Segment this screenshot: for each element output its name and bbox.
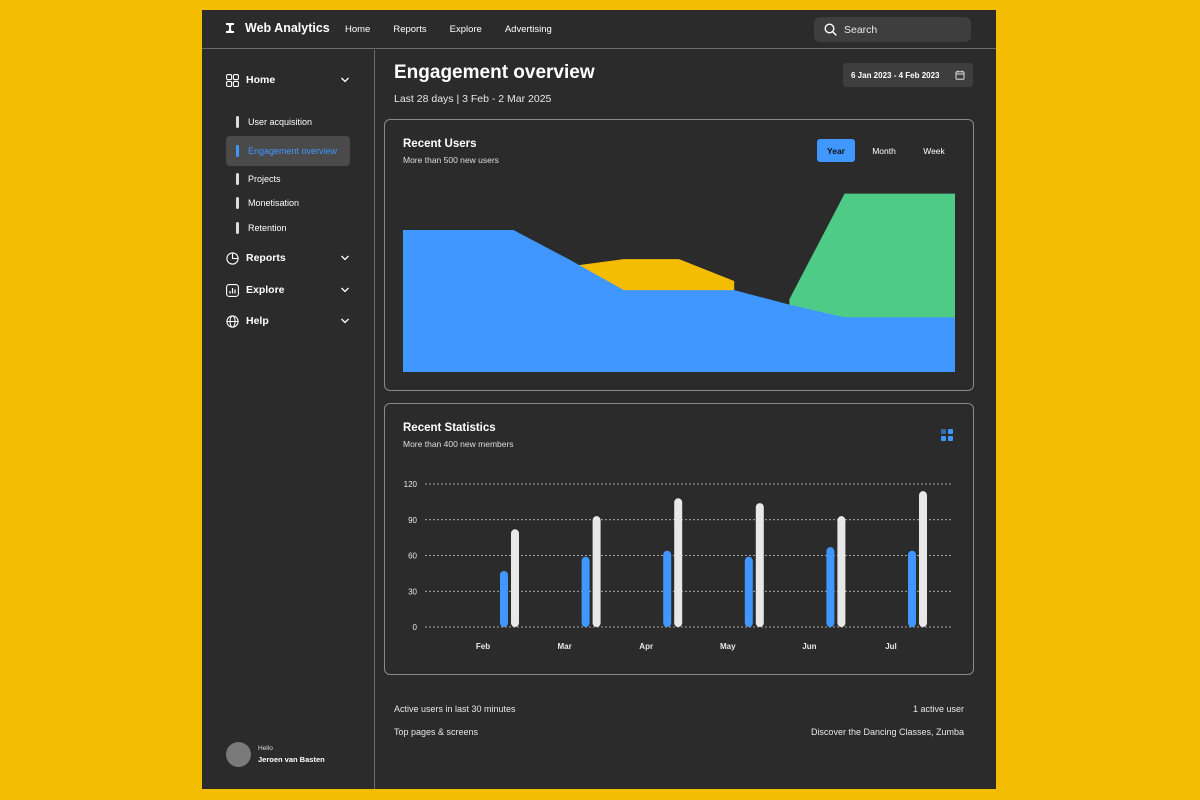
period-toggle: Year Month Week [817,139,955,162]
date-range-label: 6 Jan 2023 - 4 Feb 2023 [851,70,940,80]
sidebar-home-label: Home [246,74,276,86]
recent-users-subtitle: More than 500 new users [403,155,499,165]
grid-view-icon[interactable] [940,428,954,442]
globe-icon [226,314,239,328]
item-marker [236,222,239,234]
search-icon [824,23,837,36]
bar-white-jun [837,516,846,627]
nav-explore[interactable]: Explore [449,24,482,35]
sidebar-help[interactable]: Help [226,313,350,329]
avatar [226,742,251,767]
y-tick-label: 0 [413,623,418,632]
chevron-down-icon [341,318,349,324]
sidebar-item-label: Projects [248,174,281,184]
analytics-icon [226,283,239,297]
x-tick-label: Apr [639,642,653,651]
sidebar-reports[interactable]: Reports [226,250,350,266]
bar-white-may [755,503,764,627]
y-tick-label: 90 [408,516,417,525]
area-series-blue [403,230,955,372]
item-marker [236,197,239,209]
chevron-down-icon [341,287,349,293]
user-greeting: Hello [258,745,273,752]
app-window: Web Analytics Home Reports Explore Adver… [202,10,996,789]
sidebar: Home User acquisition Engagement overvie… [202,50,375,789]
x-tick-label: Jul [885,642,897,651]
sidebar-item-label: Engagement overview [248,146,338,156]
x-tick-label: Feb [476,642,490,651]
calendar-icon [955,70,965,80]
bar-blue-jun [826,547,835,627]
bar-white-apr [674,498,683,627]
x-tick-label: Mar [557,642,571,651]
recent-users-card: Recent Users More than 500 new users Yea… [384,119,974,391]
top-pages-value[interactable]: Discover the Dancing Classes, Zumba [810,727,964,737]
bar-white-jul [919,491,927,627]
page-title: Engagement overview [394,62,595,83]
bar-blue-jul [908,550,916,627]
y-tick-label: 120 [404,480,418,489]
nav-home[interactable]: Home [345,24,371,35]
sidebar-explore-label: Explore [246,284,285,296]
chevron-down-icon [341,255,349,261]
y-tick-label: 60 [408,552,417,561]
app-title: Web Analytics [245,21,330,35]
recent-users-title: Recent Users [403,138,477,150]
brand[interactable]: Web Analytics [224,21,330,35]
top-pages-label[interactable]: Top pages & screens [394,727,479,737]
sidebar-reports-label: Reports [246,252,286,264]
pie-chart-icon [226,251,239,265]
chevron-down-icon [341,77,349,83]
search-placeholder: Search [844,23,878,36]
item-marker [236,145,239,157]
tab-month[interactable]: Month [872,145,896,156]
user-profile[interactable]: Hello Jeroen van Basten [226,742,325,767]
x-tick-label: May [720,642,736,651]
recent-statistics-bar-chart: 0 30 60 90 120 Feb Mar Apr May Jun Jul [404,480,951,651]
sidebar-item-user-acquisition[interactable]: User acquisition [226,107,350,137]
active-users-row: Active users in last 30 minutes 1 active… [394,704,964,714]
recent-users-area-chart [403,193,955,372]
recent-statistics-card: Recent Statistics More than 400 new memb… [384,403,974,675]
date-range-picker[interactable]: 6 Jan 2023 - 4 Feb 2023 [843,63,973,87]
sidebar-item-label: User acquisition [248,117,313,127]
page-subtitle: Last 28 days | 3 Feb - 2 Mar 2025 [394,93,552,105]
bar-blue-may [744,556,753,627]
nav-reports[interactable]: Reports [393,24,427,35]
bar-white-feb [511,529,519,627]
sidebar-home[interactable]: Home [226,72,350,88]
sidebar-item-label: Retention [248,223,287,233]
y-tick-label: 30 [408,587,417,596]
recent-statistics-subtitle: More than 400 new members [403,439,514,449]
sidebar-item-monetisation[interactable]: Monetisation [226,188,350,218]
x-tick-label: Jun [802,642,816,651]
bar-blue-apr [663,550,672,627]
top-bar: Web Analytics Home Reports Explore Adver… [202,10,996,49]
recent-statistics-title: Recent Statistics [403,422,496,434]
logo-icon [226,23,234,33]
user-name: Jeroen van Basten [258,755,325,764]
tab-week[interactable]: Week [923,145,945,156]
bar-blue-feb [500,570,508,627]
sidebar-item-projects[interactable]: Projects [226,164,350,194]
nav-advertising[interactable]: Advertising [504,24,552,35]
sidebar-explore[interactable]: Explore [226,282,350,298]
bar-blue-mar [581,556,590,627]
bar-white-mar [592,516,601,627]
top-nav: Home Reports Explore Advertising [345,24,552,35]
search-input[interactable]: Search [814,17,971,42]
sidebar-help-label: Help [246,315,269,327]
active-users-label: Active users in last 30 minutes [394,704,516,714]
top-pages-row: Top pages & screens Discover the Dancing… [394,727,964,737]
sidebar-item-retention[interactable]: Retention [226,213,350,243]
tab-year[interactable]: Year [817,139,855,162]
item-marker [236,116,239,128]
item-marker [236,173,239,185]
sidebar-item-label: Monetisation [248,198,300,208]
grid-icon [226,73,239,87]
active-users-value: 1 active user [912,704,964,714]
sidebar-item-engagement-overview[interactable]: Engagement overview [226,136,350,166]
